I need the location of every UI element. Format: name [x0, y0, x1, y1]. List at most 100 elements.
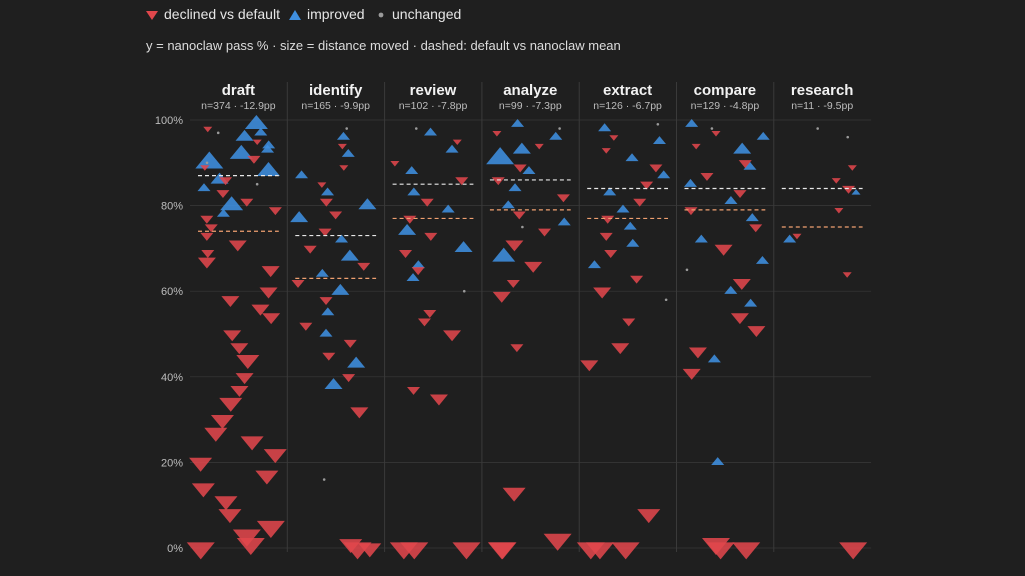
declined-point [263, 449, 287, 464]
declined-point [259, 287, 278, 299]
declined-point [834, 208, 844, 214]
declined-point [219, 397, 243, 412]
y-tick-label: 40% [161, 372, 183, 384]
improved-point [512, 142, 531, 154]
improved-point [405, 166, 419, 174]
improved-point [724, 196, 738, 204]
improved-point [707, 354, 721, 363]
unchanged-point [462, 289, 466, 293]
declined-point [337, 143, 347, 150]
improved-point [657, 170, 671, 179]
facet-title: compare [694, 82, 757, 99]
improved-point [501, 200, 515, 209]
improved-point [522, 166, 536, 174]
improved-point [625, 153, 639, 162]
legend-declined-label: declined vs default [164, 6, 280, 22]
declined-point [191, 483, 215, 498]
declined-point [343, 339, 357, 348]
improved-point [549, 131, 563, 140]
declined-point [601, 215, 615, 224]
facet-title: extract [603, 82, 652, 99]
y-tick-label: 60% [161, 286, 183, 298]
declined-point [443, 330, 462, 342]
improved-point [511, 119, 525, 127]
improved-point [424, 127, 438, 136]
declined-point [492, 291, 511, 303]
declined-point [417, 318, 431, 327]
improved-point [756, 131, 770, 140]
declined-point [423, 309, 437, 318]
declined-point [255, 470, 279, 485]
improved-point [340, 249, 359, 261]
declined-point [706, 542, 735, 560]
declined-point [609, 135, 619, 141]
declined-point [403, 215, 417, 224]
declined-point [487, 542, 516, 560]
improved-point [733, 142, 752, 154]
unchanged-point [521, 225, 524, 229]
facet-title: research [791, 82, 854, 99]
declined-point [491, 177, 505, 186]
declined-point [317, 182, 327, 188]
improved-point [331, 283, 350, 295]
improved-point [295, 170, 309, 179]
declined-point [204, 427, 228, 442]
improved-point [290, 211, 309, 223]
declined-point [455, 177, 469, 186]
declined-point [399, 250, 413, 258]
y-tick-label: 100% [155, 115, 183, 127]
declined-point [268, 207, 282, 216]
declined-point [601, 148, 611, 154]
improved-point [724, 285, 738, 294]
improved-point [683, 178, 697, 187]
declined-point [299, 322, 313, 331]
facet-title: review [410, 82, 457, 99]
improved-point [262, 140, 276, 149]
facet-count-label: n=374 · -12.9pp [201, 100, 276, 112]
improved-point [454, 241, 473, 253]
declined-point [203, 126, 213, 133]
improved-point [235, 129, 254, 141]
declined-point [502, 487, 526, 502]
declined-point [688, 347, 707, 359]
declined-point [235, 373, 254, 385]
declined-point [543, 533, 572, 551]
declined-point [262, 313, 281, 325]
declined-point [839, 542, 868, 560]
unchanged-point [685, 268, 689, 272]
unchanged-point [216, 131, 220, 135]
improved-point [626, 238, 640, 247]
unchanged-point [846, 135, 850, 139]
declined-point [611, 542, 640, 560]
declined-point [831, 178, 841, 184]
improved-point [557, 217, 571, 226]
unchanged-point [345, 127, 349, 130]
declined-point [357, 262, 371, 271]
declined-point [649, 164, 663, 173]
declined-point [580, 360, 599, 372]
unchanged-point [710, 127, 714, 130]
improved-point [195, 151, 224, 169]
declined-point [792, 233, 802, 240]
declined-point [201, 250, 215, 258]
declined-point [200, 165, 210, 171]
improved-point [744, 298, 758, 307]
declined-point [236, 538, 265, 556]
declined-point [842, 272, 852, 278]
declined-point [452, 542, 481, 560]
declined-point [524, 261, 543, 273]
unchanged-point [816, 127, 819, 130]
declined-point [247, 155, 261, 164]
declined-point [534, 143, 544, 150]
y-tick-label: 80% [161, 201, 183, 213]
declined-point [749, 224, 763, 233]
declined-point [512, 211, 526, 220]
declined-point [747, 326, 766, 338]
declined-legend-icon [146, 11, 158, 20]
improved-point [441, 204, 455, 213]
